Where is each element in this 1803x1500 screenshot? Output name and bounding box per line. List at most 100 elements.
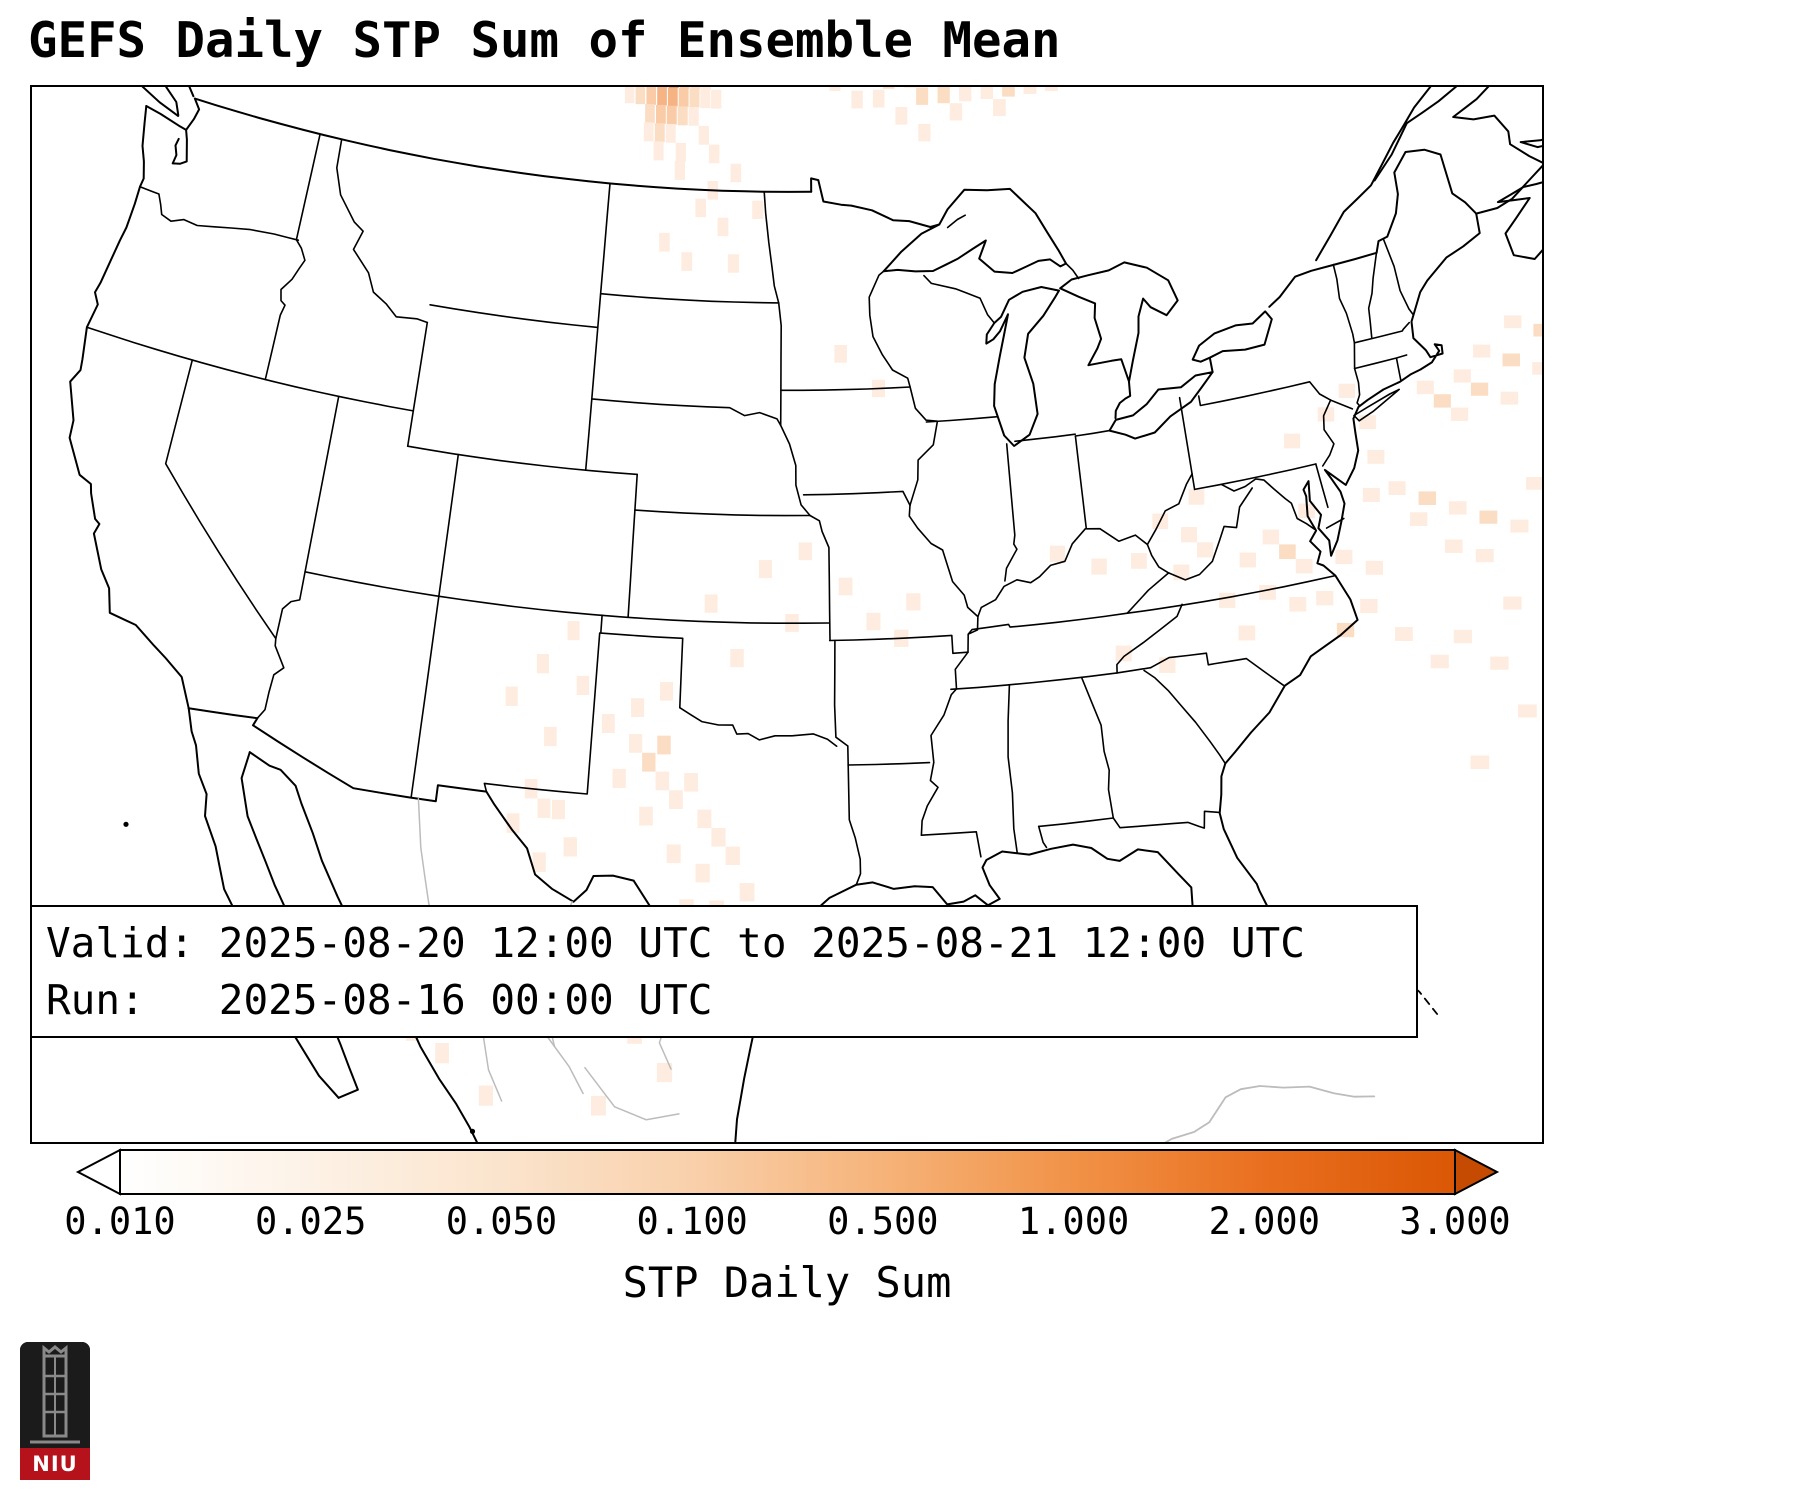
stp-shaded-cell: [906, 593, 921, 611]
map-boundary-line: [599, 292, 780, 304]
stp-shaded-cell: [1295, 559, 1313, 574]
run-time-line: Run: 2025-08-16 00:00 UTC: [46, 975, 713, 1024]
map-boundary-line: [1037, 817, 1115, 828]
map-boundary-line: [1193, 463, 1317, 491]
valid-run-info-box: Valid: 2025-08-20 12:00 UTC to 2025-08-2…: [30, 905, 1418, 1039]
stp-shaded-cell: [1430, 654, 1449, 669]
colorbar-tick-label: 1.000: [1017, 1200, 1130, 1243]
stp-shaded-cell: [895, 107, 908, 125]
stp-shaded-cell: [1002, 87, 1015, 97]
stp-shaded-cell: [669, 87, 679, 88]
stp-shaded-cell: [643, 122, 654, 142]
colorbar-tick-label: 0.050: [445, 1200, 558, 1243]
stp-shaded-cell: [537, 798, 551, 818]
stp-shaded-cell: [829, 87, 841, 91]
stp-shaded-cell: [689, 88, 700, 108]
stp-shaded-cell: [1450, 407, 1469, 421]
stp-shaded-cell: [1279, 544, 1296, 559]
stp-shaded-cell: [959, 87, 972, 102]
stp-shaded-cell: [838, 577, 853, 596]
stp-shaded-cell: [1188, 489, 1205, 505]
stp-shaded-cell: [1433, 394, 1451, 408]
map-boundary-line: [746, 212, 1481, 1023]
colorbar-under-arrow: [75, 1148, 121, 1196]
map-boundary-line: [1321, 399, 1335, 467]
map-boundary-line: [1074, 435, 1088, 530]
stp-shaded-cell: [851, 90, 863, 109]
map-boundary-line: [188, 87, 195, 98]
stp-shaded-cell: [1473, 344, 1491, 358]
map-boundary-line: [780, 386, 911, 392]
stp-shaded-cell: [532, 852, 546, 872]
map-boundary-line: [600, 614, 684, 709]
stp-shaded-cell: [1316, 591, 1334, 606]
stp-shaded-cell: [1365, 560, 1383, 575]
stp-shaded-cell: [1470, 755, 1490, 769]
stp-shaded-cell: [1259, 585, 1276, 600]
map-boundary-line: [295, 133, 321, 241]
stp-shaded-cell: [1475, 549, 1494, 563]
stp-shaded-cell: [1416, 380, 1434, 395]
map-boundary-line: [1065, 262, 1080, 280]
stp-shaded-cell: [697, 809, 712, 829]
stp-shaded-cell: [1338, 383, 1355, 398]
stp-shaded-cell: [872, 89, 885, 108]
map-boundary-line: [847, 761, 931, 766]
stp-shaded-cell: [1453, 629, 1472, 644]
stp-shaded-cell: [1490, 656, 1509, 670]
map-boundary-line: [1382, 238, 1414, 315]
stp-shaded-cell: [631, 698, 645, 717]
stp-shaded-cell: [688, 107, 699, 126]
map-boundary-line: [810, 177, 941, 228]
colorbar-label: STP Daily Sum: [622, 1258, 952, 1307]
map-boundary-line: [264, 238, 306, 381]
map-boundary-line: [779, 424, 811, 517]
stp-shaded-cell: [681, 252, 693, 271]
map-boundary-line: [410, 453, 460, 799]
map-boundary-line: [1112, 810, 1221, 829]
map-boundary-line: [1367, 251, 1378, 339]
stp-shaded-cell: [1181, 527, 1197, 543]
stp-shaded-cell: [1262, 529, 1280, 545]
stp-shaded-cell: [993, 99, 1006, 117]
map-boundary-line: [1059, 261, 1179, 383]
stp-shaded-cell: [675, 142, 686, 162]
stp-shaded-cell: [752, 200, 764, 219]
mexico-cuba-boundary-line: [584, 1066, 680, 1121]
map-boundary-line: [429, 304, 599, 329]
stp-shaded-cell: [1115, 645, 1132, 662]
stp-shaded-cell: [730, 163, 742, 183]
island-dot: [123, 821, 129, 827]
map-boundary-line: [1353, 388, 1400, 422]
map-boundary-line: [1007, 684, 1018, 853]
map-boundary-line: [1325, 517, 1345, 529]
map-boundary-line: [634, 509, 811, 517]
stp-shaded-cell: [478, 1085, 493, 1106]
stp-shaded-cell: [758, 560, 772, 579]
map-boundary-line: [1074, 429, 1111, 437]
page-title: GEFS Daily STP Sum of Ensemble Mean: [28, 12, 1061, 69]
map-boundary-line: [1178, 396, 1196, 491]
stp-shaded-cell: [1504, 315, 1522, 329]
map-boundary-line: [882, 187, 1067, 274]
stp-shaded-cell: [698, 125, 709, 145]
map-boundary-line: [1496, 181, 1542, 260]
stp-shaded-cell: [656, 1062, 673, 1083]
map-boundary-line: [833, 639, 849, 747]
stp-shaded-cell: [674, 161, 685, 180]
map-boundary-line: [1108, 371, 1214, 440]
stp-shaded-cell: [536, 654, 549, 674]
map-boundary-line: [336, 138, 429, 324]
stp-shaded-cell: [980, 87, 994, 99]
map-boundary-line: [847, 745, 862, 886]
stp-shaded-cell: [949, 103, 963, 121]
niu-wordmark: NIU: [20, 1448, 90, 1480]
stp-shaded-cell: [653, 141, 664, 161]
stp-shaded-cell: [660, 682, 674, 701]
stp-shaded-cell: [1518, 704, 1537, 718]
map-boundary-line: [145, 105, 188, 165]
stp-shaded-cell: [1239, 552, 1256, 568]
stp-shaded-cell: [1359, 415, 1376, 430]
map-boundary-line: [304, 571, 831, 624]
map-boundary-line: [809, 514, 831, 642]
